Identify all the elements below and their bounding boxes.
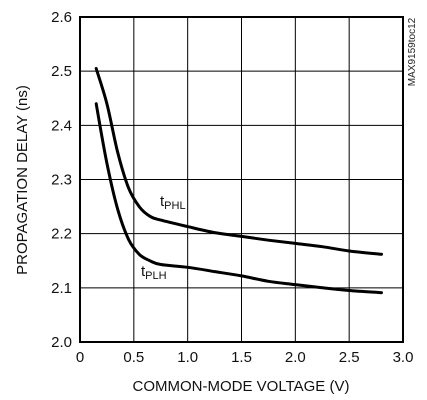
y-tick-label: 2.0 bbox=[51, 334, 72, 351]
series-lines bbox=[94, 67, 383, 295]
y-tick-label: 2.1 bbox=[51, 280, 72, 297]
y-tick-label: 2.6 bbox=[51, 9, 72, 26]
y-tick-label: 2.5 bbox=[51, 63, 72, 80]
x-tick-label: 2.5 bbox=[339, 349, 360, 366]
x-tick-label: 3.0 bbox=[393, 349, 414, 366]
y-tick-labels: 2.0 2.1 2.2 2.3 2.4 2.5 2.6 bbox=[51, 9, 72, 351]
y-tick-label: 2.4 bbox=[51, 117, 72, 134]
watermark-code: MAX9159toc12 bbox=[407, 17, 418, 86]
x-tick-label: 1.0 bbox=[177, 349, 198, 366]
series-line-tphl bbox=[94, 67, 383, 256]
plot-frame bbox=[79, 16, 404, 343]
y-tick-label: 2.2 bbox=[51, 226, 72, 243]
x-tick-label: 0.5 bbox=[123, 349, 144, 366]
x-tick-label: 2.0 bbox=[285, 349, 306, 366]
series-label-tphl: tPHL bbox=[160, 193, 186, 212]
y-axis-label: PROPAGATION DELAY (ns) bbox=[14, 85, 31, 275]
series-label-tplh: tPLH bbox=[141, 263, 167, 282]
grid bbox=[79, 16, 404, 343]
x-tick-label: 1.5 bbox=[231, 349, 252, 366]
x-axis-label: COMMON-MODE VOLTAGE (V) bbox=[133, 378, 350, 395]
x-tick-labels: 0 0.5 1.0 1.5 2.0 2.5 3.0 bbox=[76, 349, 414, 366]
y-tick-label: 2.3 bbox=[51, 172, 72, 189]
x-tick-label: 0 bbox=[76, 349, 84, 366]
series-line-tplh bbox=[94, 102, 383, 295]
